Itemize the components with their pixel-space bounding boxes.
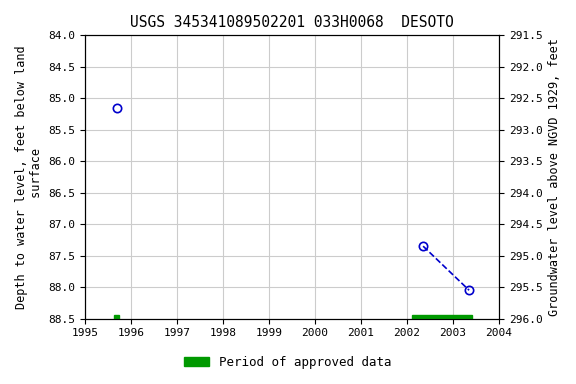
Title: USGS 345341089502201 033H0068  DESOTO: USGS 345341089502201 033H0068 DESOTO	[130, 15, 454, 30]
Bar	[412, 315, 472, 319]
Y-axis label: Depth to water level, feet below land
 surface: Depth to water level, feet below land su…	[15, 45, 43, 309]
Y-axis label: Groundwater level above NGVD 1929, feet: Groundwater level above NGVD 1929, feet	[548, 38, 561, 316]
Legend: Period of approved data: Period of approved data	[179, 351, 397, 374]
Bar	[114, 315, 119, 319]
